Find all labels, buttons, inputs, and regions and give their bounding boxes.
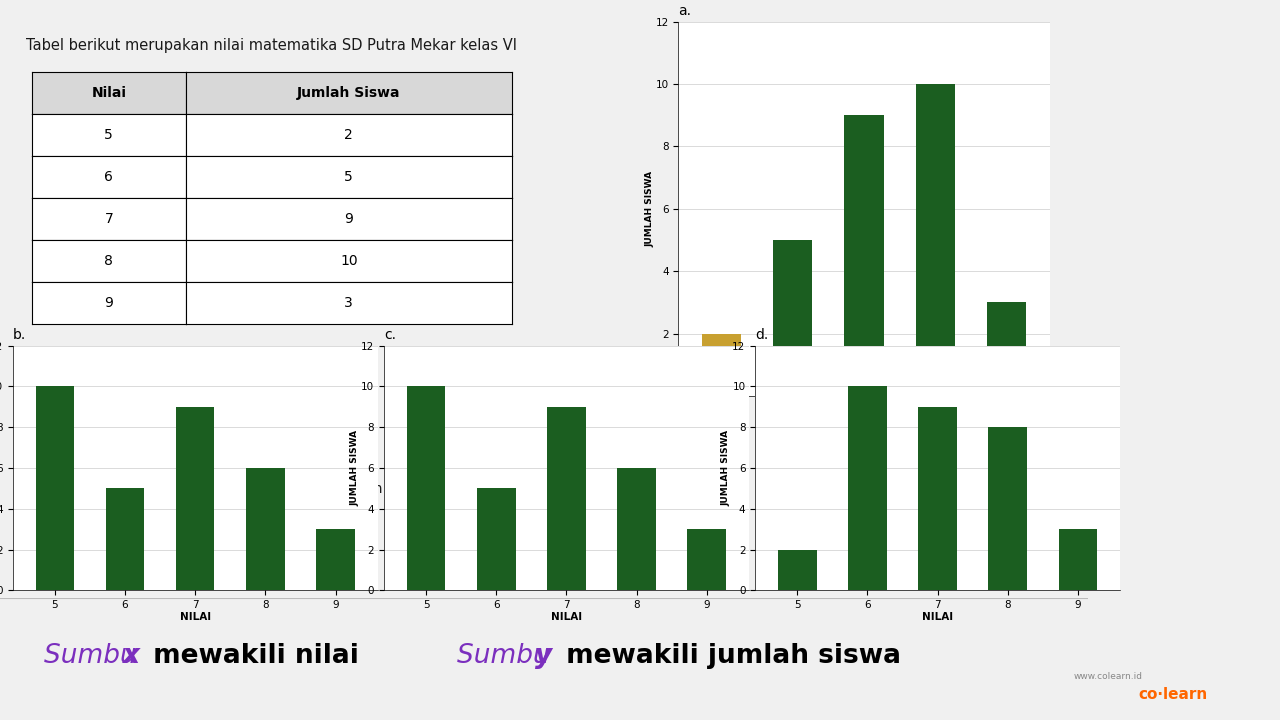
Y-axis label: JUMLAH SISWA: JUMLAH SISWA [351,430,360,506]
Text: 2: 2 [344,128,353,142]
Text: d.: d. [755,328,768,342]
Text: www.colearn.id: www.colearn.id [1073,672,1142,681]
Text: co·learn: co·learn [1139,688,1208,702]
Text: 5: 5 [344,170,353,184]
Bar [915,84,955,396]
Bar [849,387,887,590]
Text: c.: c. [384,328,396,342]
Text: Tabel berikut merupakan nilai matematika SD Putra Mekar kelas VI: Tabel berikut merupakan nilai matematika… [26,38,517,53]
Bar [987,302,1027,396]
Text: Sumbu: Sumbu [44,644,145,670]
Text: 5: 5 [105,128,113,142]
Text: mewakili jumlah siswa: mewakili jumlah siswa [557,644,901,670]
Text: Jumlah Siswa: Jumlah Siswa [297,86,401,100]
Text: 9: 9 [105,296,113,310]
X-axis label: NILAI: NILAI [550,611,582,621]
Text: 8: 8 [105,254,113,268]
Y-axis label: JUMLAH SISWA: JUMLAH SISWA [722,430,731,506]
Y-axis label: JUMLAH SISWA: JUMLAH SISWA [645,171,654,247]
Bar [246,468,284,590]
Text: y: y [535,644,553,670]
X-axis label: NILAI: NILAI [922,611,954,621]
Text: Nilai: Nilai [91,86,127,100]
Text: 10: 10 [340,254,357,268]
Bar [106,488,145,590]
Text: 7: 7 [105,212,113,226]
Text: a.: a. [678,4,691,18]
Text: 3: 3 [344,296,353,310]
Bar [36,387,74,590]
Bar [687,529,726,590]
Bar [617,468,655,590]
Bar [316,529,355,590]
Text: mewakili nilai: mewakili nilai [143,644,358,670]
Bar [988,427,1027,590]
Bar [918,407,957,590]
Bar [845,115,883,396]
Bar [175,407,215,590]
Bar [477,488,516,590]
Text: x: x [122,644,138,670]
X-axis label: NILAI: NILAI [179,611,211,621]
Text: 9: 9 [344,212,353,226]
Text: b.: b. [13,328,26,342]
Bar [701,333,741,396]
Text: Jika data tersebut disajikan dalam bentuk diagram batang, diagram
yang sesuai ad: Jika data tersebut disajikan dalam bentu… [31,482,504,512]
Bar [547,407,586,590]
X-axis label: NILAI: NILAI [849,417,879,427]
Text: 6: 6 [105,170,113,184]
Bar [407,387,445,590]
Text: Sumbu: Sumbu [457,644,558,670]
Bar [1059,529,1097,590]
Bar [773,240,813,396]
Bar [778,549,817,590]
